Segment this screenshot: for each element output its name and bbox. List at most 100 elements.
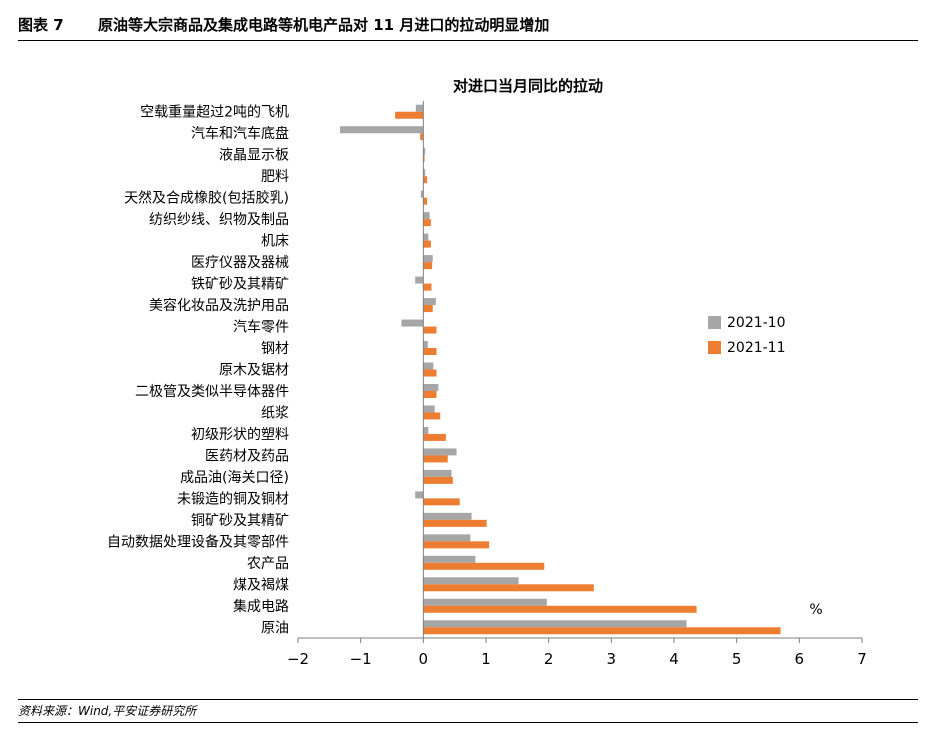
category-label-11: 钢材 xyxy=(261,341,289,357)
figure-title: 原油等大宗商品及集成电路等机电产品对 11 月进口的拉动明显增加 xyxy=(98,16,550,34)
category-label-3: 肥料 xyxy=(261,169,289,185)
bar-2021-11-14 xyxy=(423,412,441,420)
bar-2021-11-13 xyxy=(423,390,437,398)
bar-2021-10-16 xyxy=(423,448,457,456)
category-label-2: 液晶显示板 xyxy=(219,148,289,164)
bar-2021-11-6 xyxy=(423,240,431,248)
bar-2021-10-5 xyxy=(423,212,430,220)
category-label-21: 农产品 xyxy=(247,556,289,572)
category-label-18: 未锻造的铜及铜材 xyxy=(177,491,289,507)
x-tick-label-7: 5 xyxy=(732,650,742,668)
bar-chart: 对进口当月同比的拉动 % 空载重量超过2吨的飞机汽车和汽车底盘液晶显示板肥料天然… xyxy=(107,77,867,668)
category-label-4: 天然及合成橡胶(包括胶乳) xyxy=(124,190,289,207)
category-label-13: 二极管及类似半导体器件 xyxy=(135,384,289,400)
bar-2021-10-7 xyxy=(423,255,433,263)
bar-2021-11-1 xyxy=(420,133,424,141)
legend-label-2021-10: 2021-10 xyxy=(727,315,786,331)
bar-2021-11-7 xyxy=(423,262,433,270)
category-label-15: 初级形状的塑料 xyxy=(191,426,289,443)
bar-2021-10-3 xyxy=(423,169,426,177)
figure-header: 图表 7 原油等大宗商品及集成电路等机电产品对 11 月进口的拉动明显增加 xyxy=(18,10,918,42)
category-label-19: 铜矿砂及其精矿 xyxy=(191,513,289,529)
bar-2021-11-10 xyxy=(423,326,437,334)
bar-2021-11-21 xyxy=(423,562,545,570)
footer-rule xyxy=(18,699,918,700)
bar-2021-11-2 xyxy=(423,154,425,162)
source-note: 资料来源：Wind,平安证券研究所 xyxy=(18,704,197,718)
category-label-8: 铁矿砂及其精矿 xyxy=(191,277,289,293)
legend-swatch-2021-11 xyxy=(708,341,721,354)
bar-2021-11-5 xyxy=(423,219,431,227)
figure-number: 图表 7 xyxy=(18,16,64,34)
bar-2021-10-22 xyxy=(423,577,519,585)
bar-2021-11-20 xyxy=(423,541,490,549)
bar-2021-10-15 xyxy=(423,426,429,434)
category-label-20: 自动数据处理设备及其零部件 xyxy=(107,533,289,550)
bar-2021-10-2 xyxy=(423,147,426,155)
bar-2021-11-24 xyxy=(423,627,781,635)
legend: 2021-10 2021-11 xyxy=(708,315,786,356)
category-label-24: 原油 xyxy=(261,620,289,636)
bar-2021-10-14 xyxy=(423,405,435,413)
category-label-14: 纸浆 xyxy=(261,405,289,421)
category-label-12: 原木及锯材 xyxy=(219,363,289,379)
category-label-7: 医疗仪器及器械 xyxy=(191,255,289,271)
bar-2021-10-17 xyxy=(423,469,452,477)
category-label-10: 汽车零件 xyxy=(233,319,289,336)
category-label-0: 空载重量超过2吨的飞机 xyxy=(140,105,289,121)
bar-2021-11-19 xyxy=(423,519,487,527)
x-tick-label-1: −1 xyxy=(350,650,372,668)
unit-label: % xyxy=(809,602,822,618)
x-tick-label-3: 1 xyxy=(481,650,491,668)
x-tick-label-9: 7 xyxy=(857,650,867,668)
bar-2021-11-0 xyxy=(395,111,424,119)
bar-2021-11-9 xyxy=(423,305,433,313)
category-label-23: 集成电路 xyxy=(233,598,289,615)
x-tick-label-0: −2 xyxy=(287,650,309,668)
bar-2021-10-24 xyxy=(423,620,687,628)
bar-2021-11-16 xyxy=(423,455,448,463)
bar-2021-11-11 xyxy=(423,348,437,356)
bar-2021-10-18 xyxy=(415,491,424,499)
legend-swatch-2021-10 xyxy=(708,316,721,329)
x-tick-label-2: 0 xyxy=(419,650,429,668)
category-label-22: 煤及褐煤 xyxy=(233,577,289,593)
legend-label-2021-11: 2021-11 xyxy=(727,340,786,356)
bar-2021-11-8 xyxy=(423,283,432,291)
bar-2021-11-12 xyxy=(423,369,437,377)
bars-group xyxy=(339,104,781,635)
bar-2021-10-1 xyxy=(339,126,424,134)
bar-2021-10-20 xyxy=(423,534,471,542)
category-label-9: 美容化妆品及洗护用品 xyxy=(149,297,289,314)
x-tick-label-8: 6 xyxy=(795,650,805,668)
bar-2021-11-15 xyxy=(423,433,446,441)
category-label-5: 纺织纱线、织物及制品 xyxy=(149,212,289,228)
bar-2021-10-4 xyxy=(420,190,424,198)
bar-2021-10-9 xyxy=(423,298,436,306)
bar-2021-11-18 xyxy=(423,498,460,506)
bar-2021-11-4 xyxy=(423,197,428,205)
bar-2021-10-13 xyxy=(423,383,439,391)
bar-2021-11-22 xyxy=(423,584,594,592)
bar-2021-10-11 xyxy=(423,341,428,349)
bar-2021-10-23 xyxy=(423,598,547,606)
category-label-17: 成品油(海关口径) xyxy=(180,470,289,486)
bar-2021-10-12 xyxy=(423,362,434,370)
x-tick-label-4: 2 xyxy=(544,650,554,668)
header-rule xyxy=(18,40,918,41)
x-tick-label-5: 3 xyxy=(607,650,617,668)
bar-2021-10-19 xyxy=(423,512,472,520)
bar-2021-11-3 xyxy=(423,176,428,184)
x-tick-label-6: 4 xyxy=(669,650,679,668)
category-label-16: 医药材及药品 xyxy=(205,448,289,464)
bar-2021-10-0 xyxy=(415,104,424,112)
bar-2021-11-17 xyxy=(423,476,453,484)
category-label-6: 机床 xyxy=(261,234,289,250)
bar-2021-11-23 xyxy=(423,605,697,613)
bottom-rule xyxy=(18,722,918,723)
x-axis: −2 −1 0 1 2 3 4 5 6 7 xyxy=(287,101,867,668)
bar-2021-10-21 xyxy=(423,555,476,563)
category-label-1: 汽车和汽车底盘 xyxy=(191,125,289,142)
bar-2021-10-8 xyxy=(415,276,424,284)
